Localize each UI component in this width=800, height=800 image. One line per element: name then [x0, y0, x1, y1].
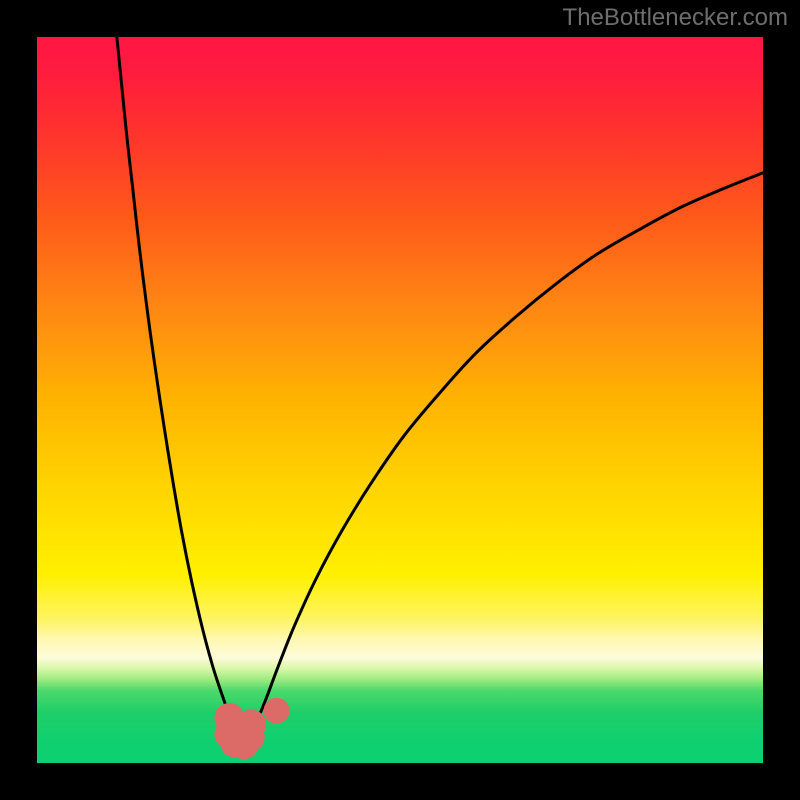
bottleneck-chart [0, 0, 800, 800]
plot-background-gradient [37, 37, 763, 763]
datapoint-marker [236, 710, 266, 740]
chart-container: TheBottlenecker.com [0, 0, 800, 800]
datapoint-marker [264, 698, 290, 724]
